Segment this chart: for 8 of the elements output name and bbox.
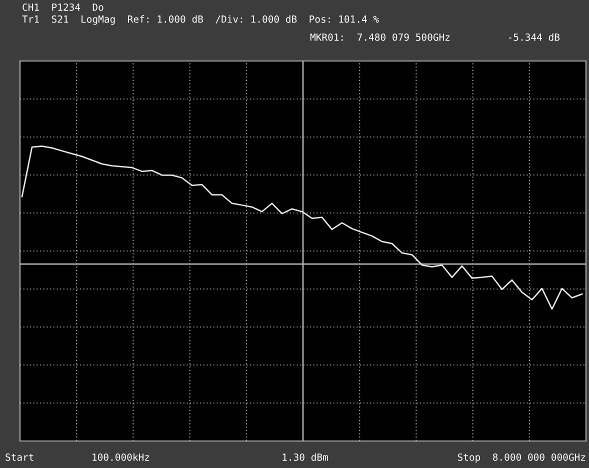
text: Start: [6, 453, 34, 461]
text: Stop 8.000 000 000GHz: [458, 453, 586, 463]
text: -5.344 dB: [509, 33, 560, 41]
chart-title: CH1 P1234 Do: [22, 3, 104, 11]
chart-subtitle: Tr1 S21 LogMag Ref: 1.000 dB /Div: 1.000 dB Pos: 101.4 %: [22, 15, 379, 25]
text: 1.30 dBm: [282, 453, 328, 461]
text: 100.000kHz: [92, 453, 150, 461]
text: MKR01: 7.480 079 500GHz: [310, 33, 450, 41]
